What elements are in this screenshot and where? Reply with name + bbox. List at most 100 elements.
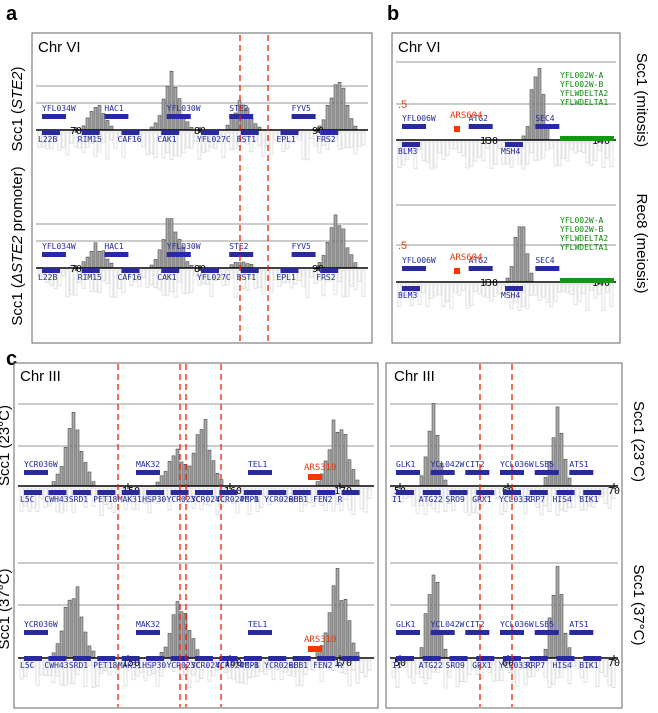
data-bar	[339, 429, 344, 487]
baseline-bar	[341, 269, 346, 298]
baseline-bar	[409, 283, 414, 306]
gene-label: BLM3	[398, 147, 417, 156]
data-bar	[157, 115, 162, 131]
data-bar	[533, 76, 538, 141]
gene-block	[535, 124, 560, 129]
gene-block	[569, 630, 594, 635]
baseline-bar	[523, 487, 528, 515]
baseline-bar	[453, 141, 458, 150]
gene-block	[161, 130, 180, 135]
gene-block	[476, 490, 495, 495]
gene-block	[465, 470, 490, 475]
gene-block	[556, 490, 575, 495]
gene-label: YFL030W	[167, 242, 201, 251]
baseline-bar	[189, 131, 194, 149]
baseline-bar	[581, 141, 586, 153]
baseline-bar	[469, 141, 474, 167]
gene-label: ATG2	[469, 256, 488, 265]
baseline-bar	[469, 283, 474, 306]
baseline-bar	[305, 131, 310, 161]
baseline-bar	[471, 487, 476, 513]
baseline-bar	[149, 269, 154, 286]
gene-block	[136, 470, 160, 475]
gene-block	[240, 268, 259, 273]
data-bar	[81, 261, 86, 269]
baseline-bar	[529, 141, 534, 154]
baseline-bar	[443, 487, 448, 512]
baseline-bar	[31, 487, 36, 509]
gene-label: ATS1	[569, 620, 588, 629]
gene-block	[48, 490, 67, 495]
baseline-bar	[301, 269, 306, 287]
gene-label: YCL036W	[500, 620, 534, 629]
data-bar	[185, 261, 190, 269]
baseline-bar	[345, 131, 350, 148]
baseline-bar	[421, 141, 426, 162]
baseline-bar	[259, 487, 264, 508]
data-bar	[567, 477, 572, 487]
baseline-bar	[19, 487, 24, 512]
baseline-bar	[39, 659, 44, 675]
baseline-bar	[199, 487, 204, 510]
gene-label: YCR026C	[264, 661, 298, 670]
data-bar	[431, 574, 436, 659]
baseline-bar	[323, 487, 328, 512]
data-bar	[559, 594, 564, 659]
gene-block	[121, 490, 140, 495]
gene-block	[505, 142, 523, 147]
gene-block	[583, 490, 602, 495]
gene-block	[505, 286, 523, 291]
x-tick-label: 90	[312, 264, 324, 275]
gene-label: YCR036W	[24, 460, 58, 469]
baseline-bar	[547, 659, 552, 688]
baseline-bar	[309, 269, 314, 278]
baseline-bar	[491, 659, 496, 682]
gene-block	[121, 268, 140, 273]
baseline-bar	[65, 269, 70, 298]
gene-block	[136, 630, 160, 635]
baseline-bar	[83, 487, 88, 508]
gene-label: RHB1	[289, 495, 308, 504]
baseline-bar	[339, 659, 344, 673]
gene-label: MAK32	[136, 460, 160, 469]
gene-label: RIM15	[78, 273, 102, 282]
gene-label: RHB1	[289, 661, 308, 670]
data-bar	[163, 471, 168, 487]
baseline-bar	[587, 487, 592, 507]
x-tick-label: 70	[70, 264, 82, 275]
gene-label: YFL034W	[42, 242, 76, 251]
baseline-bar	[391, 659, 396, 678]
data-bar	[325, 104, 330, 131]
data-bar	[79, 616, 84, 659]
data-bar	[55, 643, 60, 659]
baseline-bar	[473, 141, 478, 162]
gene-block	[291, 114, 316, 119]
panel-label-b: b	[387, 3, 399, 25]
gene-label: YCR036W	[24, 620, 58, 629]
baseline-bar	[181, 131, 186, 153]
side-label-part: )	[9, 66, 26, 71]
data-bar	[423, 456, 428, 487]
baseline-bar	[35, 659, 40, 686]
side-label: Scc1 (mitosis)	[633, 53, 650, 147]
gene-label: CAF16	[118, 135, 142, 144]
baseline-bar	[481, 283, 486, 297]
gene-label: GLK1	[396, 620, 415, 629]
baseline-bar	[261, 269, 266, 295]
gene-block	[42, 252, 66, 257]
baseline-bar	[167, 487, 172, 511]
baseline-bar	[519, 659, 524, 670]
gene-label: FEN2	[313, 661, 332, 670]
gene-block	[268, 490, 287, 495]
data-bar	[185, 121, 190, 131]
baseline-bar	[541, 141, 546, 159]
gene-block	[560, 136, 614, 141]
data-bar	[329, 97, 334, 131]
side-label: Scc1 (23°C)	[630, 401, 647, 482]
baseline-bar	[415, 487, 420, 514]
panel-c-left-frame	[13, 362, 379, 709]
baseline-bar	[437, 283, 442, 295]
gene-block	[243, 656, 262, 661]
x-tick-label: 150	[122, 658, 140, 669]
gene-label: LSB5	[535, 620, 554, 629]
